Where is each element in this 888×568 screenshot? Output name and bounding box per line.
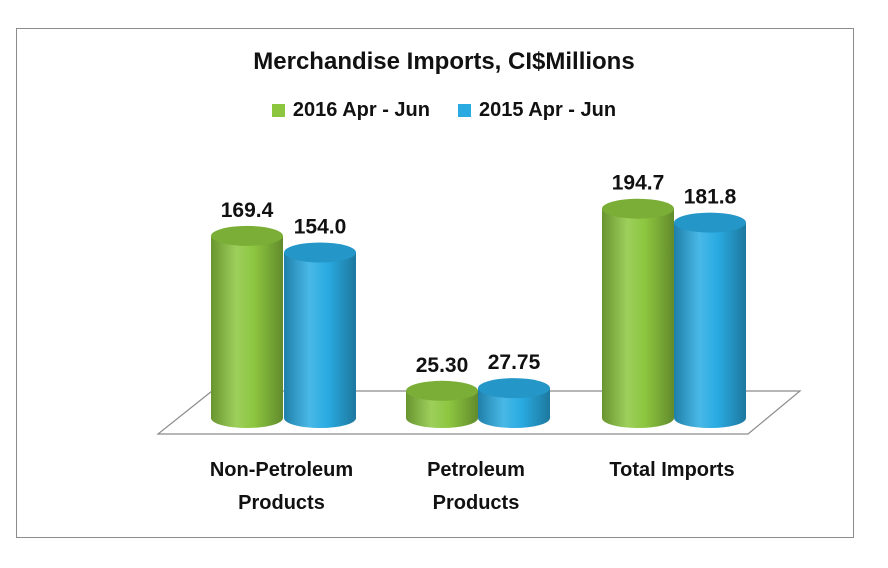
bar-top-1-2 [674,212,746,233]
legend: 2016 Apr - Jun 2015 Apr - Jun [0,99,888,122]
bar-0-2 [602,208,674,428]
bar-top-0-2 [602,198,674,219]
bar-1-0 [284,252,356,428]
legend-swatch-2016 [271,104,285,117]
category-label-2-0: Total Imports [609,459,734,481]
bar-top-0-0 [211,225,283,246]
category-label-1-1: Products [433,492,520,514]
value-label-0-1: 25.30 [416,354,469,377]
bar-top-1-0 [284,242,356,263]
legend-item-2015: 2015 Apr - Jun [458,99,616,122]
category-label-0-0: Non-Petroleum [210,459,353,481]
value-label-0-0: 169.4 [221,199,274,222]
value-label-0-2: 194.7 [612,172,665,195]
category-label-0-1: Products [238,492,325,514]
bar-0-1 [406,390,478,428]
chart-title: Merchandise Imports, CI$Millions [253,48,635,75]
value-label-1-1: 27.75 [488,351,541,374]
legend-swatch-2015 [458,104,471,117]
bar-1-2 [674,222,746,428]
bar-top-1-1 [478,378,550,399]
value-label-1-0: 154.0 [294,215,347,238]
legend-label-2016: 2016 Apr - Jun [292,99,430,121]
bar-top-0-1 [406,380,478,401]
category-label-1-0: Petroleum [427,459,525,481]
legend-label-2015: 2015 Apr - Jun [479,99,617,121]
legend-item-2016: 2016 Apr - Jun [271,99,430,122]
bar-0-0 [211,235,283,428]
bar-1-1 [478,388,550,428]
value-label-1-2: 181.8 [684,186,737,209]
